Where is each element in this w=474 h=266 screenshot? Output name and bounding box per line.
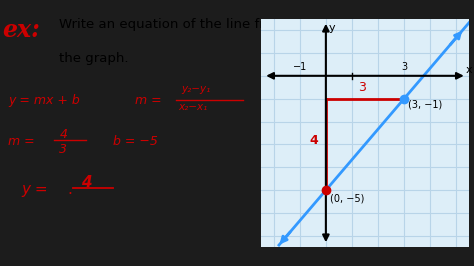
Text: y: y	[329, 23, 336, 33]
Text: .: .	[67, 182, 73, 197]
Text: 4: 4	[59, 128, 67, 141]
Text: x₂−x₁: x₂−x₁	[178, 102, 208, 113]
Text: 4: 4	[310, 134, 319, 147]
Text: b = −5: b = −5	[113, 135, 158, 148]
Text: y =: y =	[22, 182, 48, 197]
Text: 3: 3	[59, 143, 67, 156]
Text: 4: 4	[81, 174, 91, 190]
Text: y₂−y₁: y₂−y₁	[181, 84, 210, 94]
Text: m =: m =	[135, 94, 162, 107]
Text: m =: m =	[8, 135, 35, 148]
Text: ex:: ex:	[3, 18, 41, 42]
Text: 3: 3	[401, 62, 407, 72]
Text: (3, −1): (3, −1)	[408, 100, 442, 110]
Text: (0, −5): (0, −5)	[330, 194, 364, 204]
Text: x: x	[465, 65, 472, 75]
Text: 3: 3	[358, 81, 366, 94]
Text: the graph.: the graph.	[59, 52, 129, 65]
Text: Write an equation of the line from: Write an equation of the line from	[59, 18, 286, 31]
Text: −1: −1	[292, 62, 307, 72]
Text: y = mx + b: y = mx + b	[8, 94, 80, 107]
